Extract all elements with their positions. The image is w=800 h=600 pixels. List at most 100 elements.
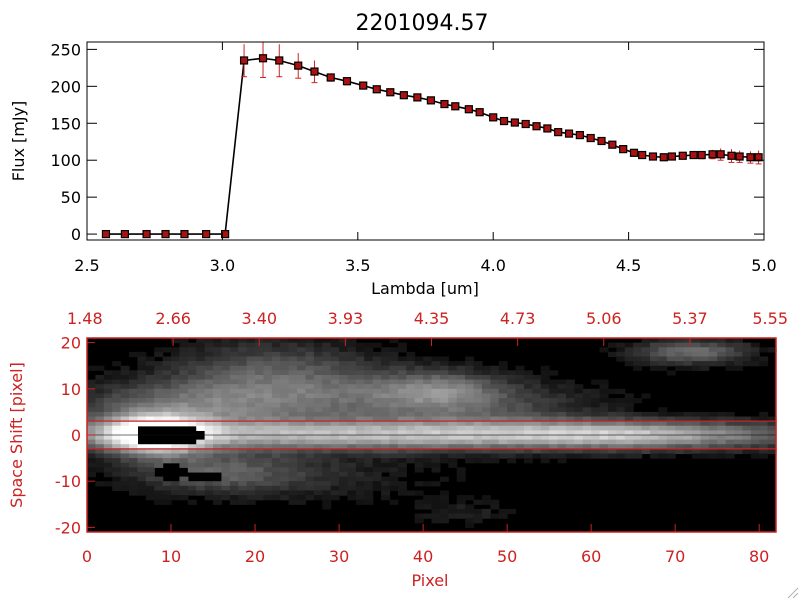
heatmap-cell [515, 453, 525, 459]
heatmap-cell [591, 402, 601, 408]
heatmap-cell [532, 407, 542, 413]
heatmap-cell [481, 495, 491, 501]
heatmap-cell [364, 384, 374, 390]
heatmap-cell [263, 458, 273, 464]
heatmap-cell [717, 430, 727, 436]
heatmap-cell [355, 379, 365, 385]
heatmap-cell [456, 388, 466, 395]
heatmap-cell [658, 347, 668, 353]
heatmap-cell [448, 374, 458, 381]
heatmap-cell [162, 421, 172, 427]
heatmap-cell [238, 425, 248, 431]
heatmap-cell [263, 485, 273, 492]
heatmap-cell [112, 411, 122, 418]
heatmap-cell [700, 430, 710, 436]
heatmap-cell [137, 411, 147, 418]
heatmap-cell [641, 342, 651, 348]
heatmap-cell [498, 374, 508, 381]
heatmap-cell [616, 421, 626, 427]
heatmap-cell [582, 402, 592, 408]
heatmap-cell [456, 453, 466, 459]
data-point [294, 61, 303, 70]
heatmap-cell [263, 347, 273, 353]
heatmap-cell [179, 462, 189, 468]
heatmap-cell [372, 444, 382, 450]
heatmap-cell [481, 374, 491, 381]
heatmap-cell [313, 338, 323, 344]
heatmap-cell [465, 495, 475, 501]
heatmap-cell [381, 435, 391, 441]
heatmap-cell [591, 411, 601, 418]
heatmap-cell [616, 444, 626, 450]
heatmap-cell [162, 384, 172, 390]
heatmap-cell [599, 388, 609, 395]
heatmap-cell [229, 379, 239, 385]
heatmap-cell [649, 416, 659, 422]
data-point [667, 152, 677, 161]
heatmap-cell [481, 458, 491, 464]
data-point [586, 133, 595, 143]
heatmap-cell [255, 421, 265, 427]
heatmap-cell [162, 495, 172, 501]
heatmap-cell [339, 448, 349, 455]
resize-grip-icon[interactable] [787, 587, 799, 599]
spectrogram-top-axis-labels: 1.48 2.66 3.40 3.93 4.35 4.73 5.06 5.37 5.55 [67, 309, 788, 346]
heatmap-cell [154, 444, 164, 450]
heatmap-cell [95, 379, 105, 385]
heatmap-cell [742, 361, 752, 367]
heatmap-cell [246, 384, 256, 390]
heatmap-cell [330, 490, 340, 496]
heatmap-cell [339, 411, 349, 418]
heatmap-cell [599, 347, 609, 353]
heatmap-cell [490, 416, 500, 422]
heatmap-cell [355, 370, 365, 376]
heatmap-cell [196, 439, 206, 445]
heatmap-cell [498, 411, 508, 418]
heatmap-cell [196, 421, 206, 427]
data-point [142, 229, 151, 239]
heatmap-cell [246, 342, 256, 348]
heatmap-cell [238, 361, 248, 367]
heatmap-cell [154, 416, 164, 422]
heatmap-cell [221, 471, 231, 478]
heatmap-cell [372, 471, 382, 478]
heatmap-cell [129, 370, 139, 376]
heatmap-cell [649, 347, 659, 353]
heatmap-cell [540, 453, 550, 459]
heatmap-cell [381, 398, 391, 404]
heatmap-cell [288, 481, 298, 487]
heatmap-cell [683, 435, 693, 441]
heatmap-cell [305, 365, 315, 371]
heatmap-cell [112, 370, 122, 376]
heatmap-cell [137, 485, 147, 492]
heatmap-cell [213, 485, 223, 492]
heatmap-cell [372, 439, 382, 445]
heatmap-cell [624, 407, 634, 413]
heatmap-cell [557, 425, 567, 431]
heatmap-cell [129, 393, 139, 399]
heatmap-cell [204, 495, 214, 501]
heatmap-cell [322, 485, 332, 492]
heatmap-cell [641, 421, 651, 427]
heatmap-cell [490, 513, 500, 519]
heatmap-cell [515, 444, 525, 450]
heatmap-cell [540, 398, 550, 404]
heatmap-cell [263, 467, 273, 473]
heatmap-cell [221, 485, 231, 492]
heatmap-cell [95, 402, 105, 408]
heatmap-cell [490, 384, 500, 390]
heatmap-cell [490, 365, 500, 371]
top-axis-label: 3.93 [328, 309, 364, 328]
heatmap-cell [305, 402, 315, 408]
heatmap-cell [439, 430, 449, 436]
heatmap-cell [112, 425, 122, 431]
heatmap-cell [213, 499, 223, 505]
heatmap-cell [330, 471, 340, 478]
heatmap-cell [255, 356, 265, 362]
heatmap-cell [616, 425, 626, 431]
heatmap-cell [305, 356, 315, 362]
heatmap-cell [708, 361, 718, 367]
heatmap-cell [288, 448, 298, 455]
heatmap-cell [288, 421, 298, 427]
top-axis-label: 4.73 [500, 309, 536, 328]
